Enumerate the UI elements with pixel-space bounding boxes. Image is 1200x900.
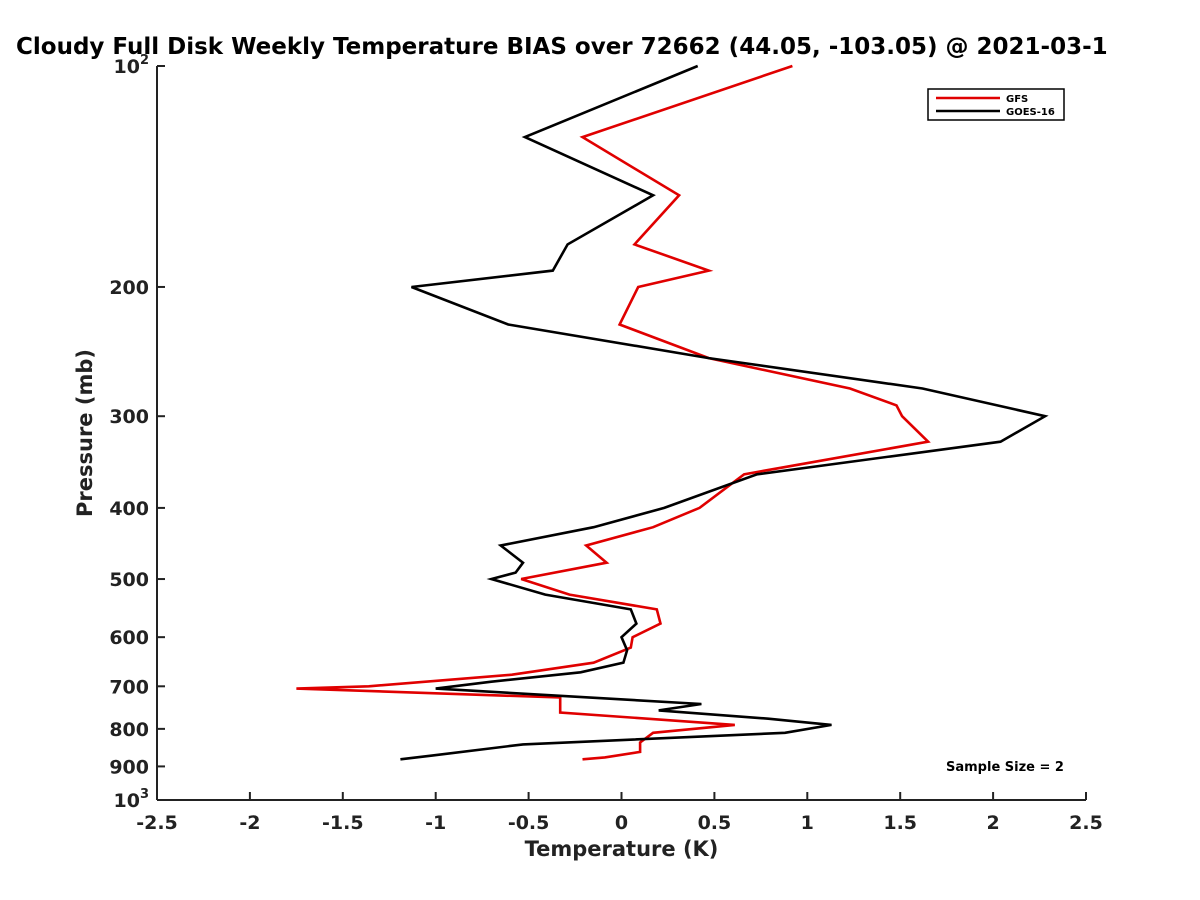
y-tick-label: 103 <box>114 787 150 812</box>
y-tick-label: 600 <box>109 627 149 649</box>
legend: GFS GOES-16 <box>927 88 1065 121</box>
y-tick-exponent: 2 <box>140 53 149 68</box>
x-tick-label: -2.5 <box>136 812 178 834</box>
y-tick-base: 10 <box>114 790 140 812</box>
x-tick-label: -0.5 <box>508 812 550 834</box>
y-tick-label: 200 <box>109 277 149 299</box>
x-tick-label: 2 <box>986 812 999 834</box>
y-tick-base: 10 <box>114 56 140 78</box>
legend-label: GOES-16 <box>1006 107 1055 118</box>
x-tick-label: -1 <box>425 812 446 834</box>
sample-size-annotation: Sample Size = 2 <box>946 760 1064 775</box>
x-tick-label: -1.5 <box>322 812 364 834</box>
y-axis-label: Pressure (mb) <box>73 349 97 517</box>
legend-box <box>927 88 1065 121</box>
x-axis-ticks: -2.5 -2 -1.5 -1 -0.5 0 0.5 1 1.5 2 2.5 <box>136 792 1103 834</box>
y-tick-label: 800 <box>109 719 149 741</box>
y-tick-label: 102 <box>114 53 150 78</box>
y-tick-exponent: 3 <box>140 787 149 802</box>
y-tick-label: 900 <box>109 756 149 778</box>
y-tick-label: 700 <box>109 676 149 698</box>
series-line-gfs <box>296 64 931 761</box>
plot-area <box>156 66 1086 801</box>
series-line-goes-16 <box>400 64 1049 761</box>
x-tick-label: 2.5 <box>1069 812 1103 834</box>
x-tick-label: 0.5 <box>698 812 732 834</box>
x-tick-label: 0 <box>615 812 628 834</box>
x-tick-label: -2 <box>239 812 260 834</box>
legend-label: GFS <box>1006 94 1028 105</box>
chart-title: Cloudy Full Disk Weekly Temperature BIAS… <box>16 34 1108 60</box>
x-axis-label: Temperature (K) <box>525 837 719 861</box>
x-tick-label: 1.5 <box>883 812 917 834</box>
series-lines <box>296 64 1049 761</box>
y-tick-label: 400 <box>109 498 149 520</box>
y-tick-label: 300 <box>109 406 149 428</box>
y-tick-label: 500 <box>109 569 149 591</box>
x-tick-label: 1 <box>801 812 814 834</box>
